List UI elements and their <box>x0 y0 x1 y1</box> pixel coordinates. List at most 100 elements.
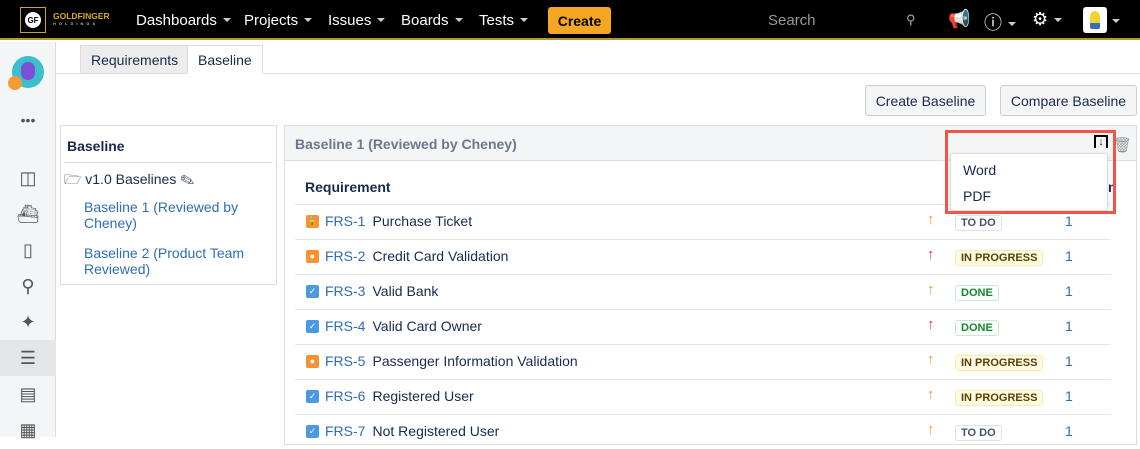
table-row: ● FRS-5 Passenger Information Validation… <box>295 344 1111 379</box>
brand-logo[interactable]: GF <box>20 7 46 33</box>
caret-down-icon <box>520 18 529 22</box>
nav-label: Boards <box>401 11 449 29</box>
menu-item-word[interactable]: Word <box>963 162 997 178</box>
table-row: ✓ FRS-4 Valid Card Owner ↑ DONE 1 <box>295 309 1111 344</box>
status-badge: IN PROGRESS <box>955 355 1044 371</box>
compare-baseline-button[interactable]: Compare Baseline <box>1000 85 1137 116</box>
issue-summary: Passenger Information Validation <box>372 353 578 369</box>
folder-label: v1.0 Baselines <box>85 171 177 187</box>
caret-down-icon <box>304 18 313 22</box>
board-icon[interactable]: ◫ <box>19 167 37 188</box>
issue-type-check-icon: ✓ <box>306 285 319 298</box>
puzzle-icon[interactable]: ✦ <box>20 311 36 332</box>
baseline-detail-panel: Baseline 1 (Reviewed by Cheney) Requirem… <box>284 125 1137 445</box>
panel-title: Baseline <box>64 126 273 163</box>
status-badge: TO DO <box>955 425 1002 441</box>
text-lines-icon[interactable]: ☰ <box>0 340 56 376</box>
brand-name: GOLDFINGER HOLDINGS <box>53 12 110 28</box>
count-link[interactable]: 1 <box>1065 248 1073 264</box>
issue-summary: Credit Card Validation <box>372 248 509 264</box>
issue-summary: Not Registered User <box>372 423 500 439</box>
search-icon[interactable]: ⚲ <box>906 12 916 27</box>
tab-requirements[interactable]: Requirements <box>80 45 190 74</box>
caret-down-icon[interactable] <box>1112 19 1120 23</box>
nav-issues[interactable]: Issues <box>328 0 386 40</box>
issue-key[interactable]: FRS-5 <box>325 353 366 369</box>
baseline-link-1[interactable]: Baseline 1 (Reviewed by Cheney) <box>84 199 239 231</box>
trash-icon[interactable]: 🗑 <box>1113 137 1133 154</box>
issue-type-lock-icon: 🔒 <box>306 215 319 228</box>
column-header-partial: n <box>1108 179 1117 195</box>
nav-dashboards[interactable]: Dashboards <box>136 0 231 40</box>
count-link[interactable]: 1 <box>1065 353 1073 369</box>
search-input[interactable]: Search <box>768 12 816 29</box>
nav-label: Projects <box>244 11 299 29</box>
top-nav: GF GOLDFINGER HOLDINGS Dashboards Project… <box>0 0 1140 40</box>
count-link[interactable]: 1 <box>1065 283 1073 299</box>
priority-orange-arrow-icon: ↑ <box>927 211 935 228</box>
caret-down-icon <box>222 18 231 22</box>
priority-orange-arrow-icon: ↑ <box>927 421 935 438</box>
issue-key[interactable]: FRS-1 <box>325 213 366 229</box>
baseline-link-2[interactable]: Baseline 2 (Product Team Reviewed) <box>84 245 245 277</box>
more-icon[interactable]: ••• <box>20 112 36 128</box>
nav-projects[interactable]: Projects <box>244 0 313 40</box>
create-button[interactable]: Create <box>548 7 611 34</box>
count-link[interactable]: 1 <box>1065 318 1073 334</box>
issue-key[interactable]: FRS-3 <box>325 283 366 299</box>
status-badge: IN PROGRESS <box>955 390 1044 406</box>
status-badge: DONE <box>955 320 999 336</box>
table-row: 🔒 FRS-1 Purchase Ticket ↑ TO DO 1 <box>295 204 1111 239</box>
issue-type-bulb-icon: ● <box>306 250 319 263</box>
column-header-requirement: Requirement <box>305 179 391 195</box>
brand-text: GOLDFINGER <box>53 11 110 21</box>
caret-down-icon <box>377 18 386 22</box>
report-icon[interactable]: ▦ <box>19 419 37 440</box>
issue-key[interactable]: FRS-7 <box>325 423 366 439</box>
gear-icon[interactable]: ⚙ <box>1032 9 1063 30</box>
pencil-icon[interactable]: ✎ <box>180 171 195 187</box>
issue-type-bulb-icon: ● <box>306 355 319 368</box>
table-row: ✓ FRS-7 Not Registered User ↑ TO DO 1 <box>295 414 1111 449</box>
folder-icon: 🗁 <box>64 171 82 187</box>
issue-key[interactable]: FRS-6 <box>325 388 366 404</box>
megaphone-icon[interactable]: 📢 <box>948 9 971 29</box>
table-row: ● FRS-2 Credit Card Validation ↑ IN PROG… <box>295 239 1111 274</box>
priority-red-arrow-icon: ↑ <box>927 246 935 263</box>
issue-summary: Valid Card Owner <box>372 318 482 334</box>
menu-item-pdf[interactable]: PDF <box>963 188 991 204</box>
folder-item[interactable]: 🗁 v1.0 Baselines ✎ <box>61 163 276 193</box>
search-list-icon[interactable]: ⚲ <box>21 275 35 296</box>
priority-red-arrow-icon: ↑ <box>927 316 935 333</box>
highlight-box <box>945 130 1116 214</box>
nav-tests[interactable]: Tests <box>479 0 529 40</box>
code-badge-icon <box>8 76 22 90</box>
help-icon[interactable]: ⓘ <box>984 9 1016 35</box>
issue-key[interactable]: FRS-4 <box>325 318 366 334</box>
export-menu: Word PDF <box>950 153 1108 211</box>
issue-summary: Valid Bank <box>372 283 439 299</box>
export-download-icon[interactable]: ↓ <box>1094 135 1108 148</box>
issue-summary: Purchase Ticket <box>372 213 473 229</box>
count-link[interactable]: 1 <box>1065 423 1073 439</box>
tab-baseline[interactable]: Baseline <box>187 45 263 74</box>
nav-label: Dashboards <box>136 11 217 29</box>
bar-chart-icon[interactable]: ▯ <box>23 239 33 260</box>
issue-key[interactable]: FRS-2 <box>325 248 366 264</box>
baseline-tree-panel: Baseline 🗁 v1.0 Baselines ✎ Baseline 1 (… <box>60 125 277 285</box>
count-link[interactable]: 1 <box>1065 213 1073 229</box>
table-row: ✓ FRS-3 Valid Bank ↑ DONE 1 <box>295 274 1111 309</box>
user-avatar[interactable] <box>1083 7 1107 33</box>
ship-icon[interactable]: ⛴ <box>16 203 40 224</box>
create-baseline-button[interactable]: Create Baseline <box>865 85 986 116</box>
issue-type-check-icon: ✓ <box>306 320 319 333</box>
tab-bar: Requirements Baseline <box>56 45 1140 74</box>
sidebar: ••• ◫ ⛴ ▯ ⚲ ✦ ☰ ▤ ▦ <box>0 42 56 440</box>
priority-orange-arrow-icon: ↑ <box>927 386 935 403</box>
status-badge: DONE <box>955 285 999 301</box>
nav-boards[interactable]: Boards <box>401 0 463 40</box>
nav-label: Issues <box>328 11 372 29</box>
count-link[interactable]: 1 <box>1065 388 1073 404</box>
priority-orange-arrow-icon: ↑ <box>927 281 935 298</box>
document-icon[interactable]: ▤ <box>19 383 37 404</box>
